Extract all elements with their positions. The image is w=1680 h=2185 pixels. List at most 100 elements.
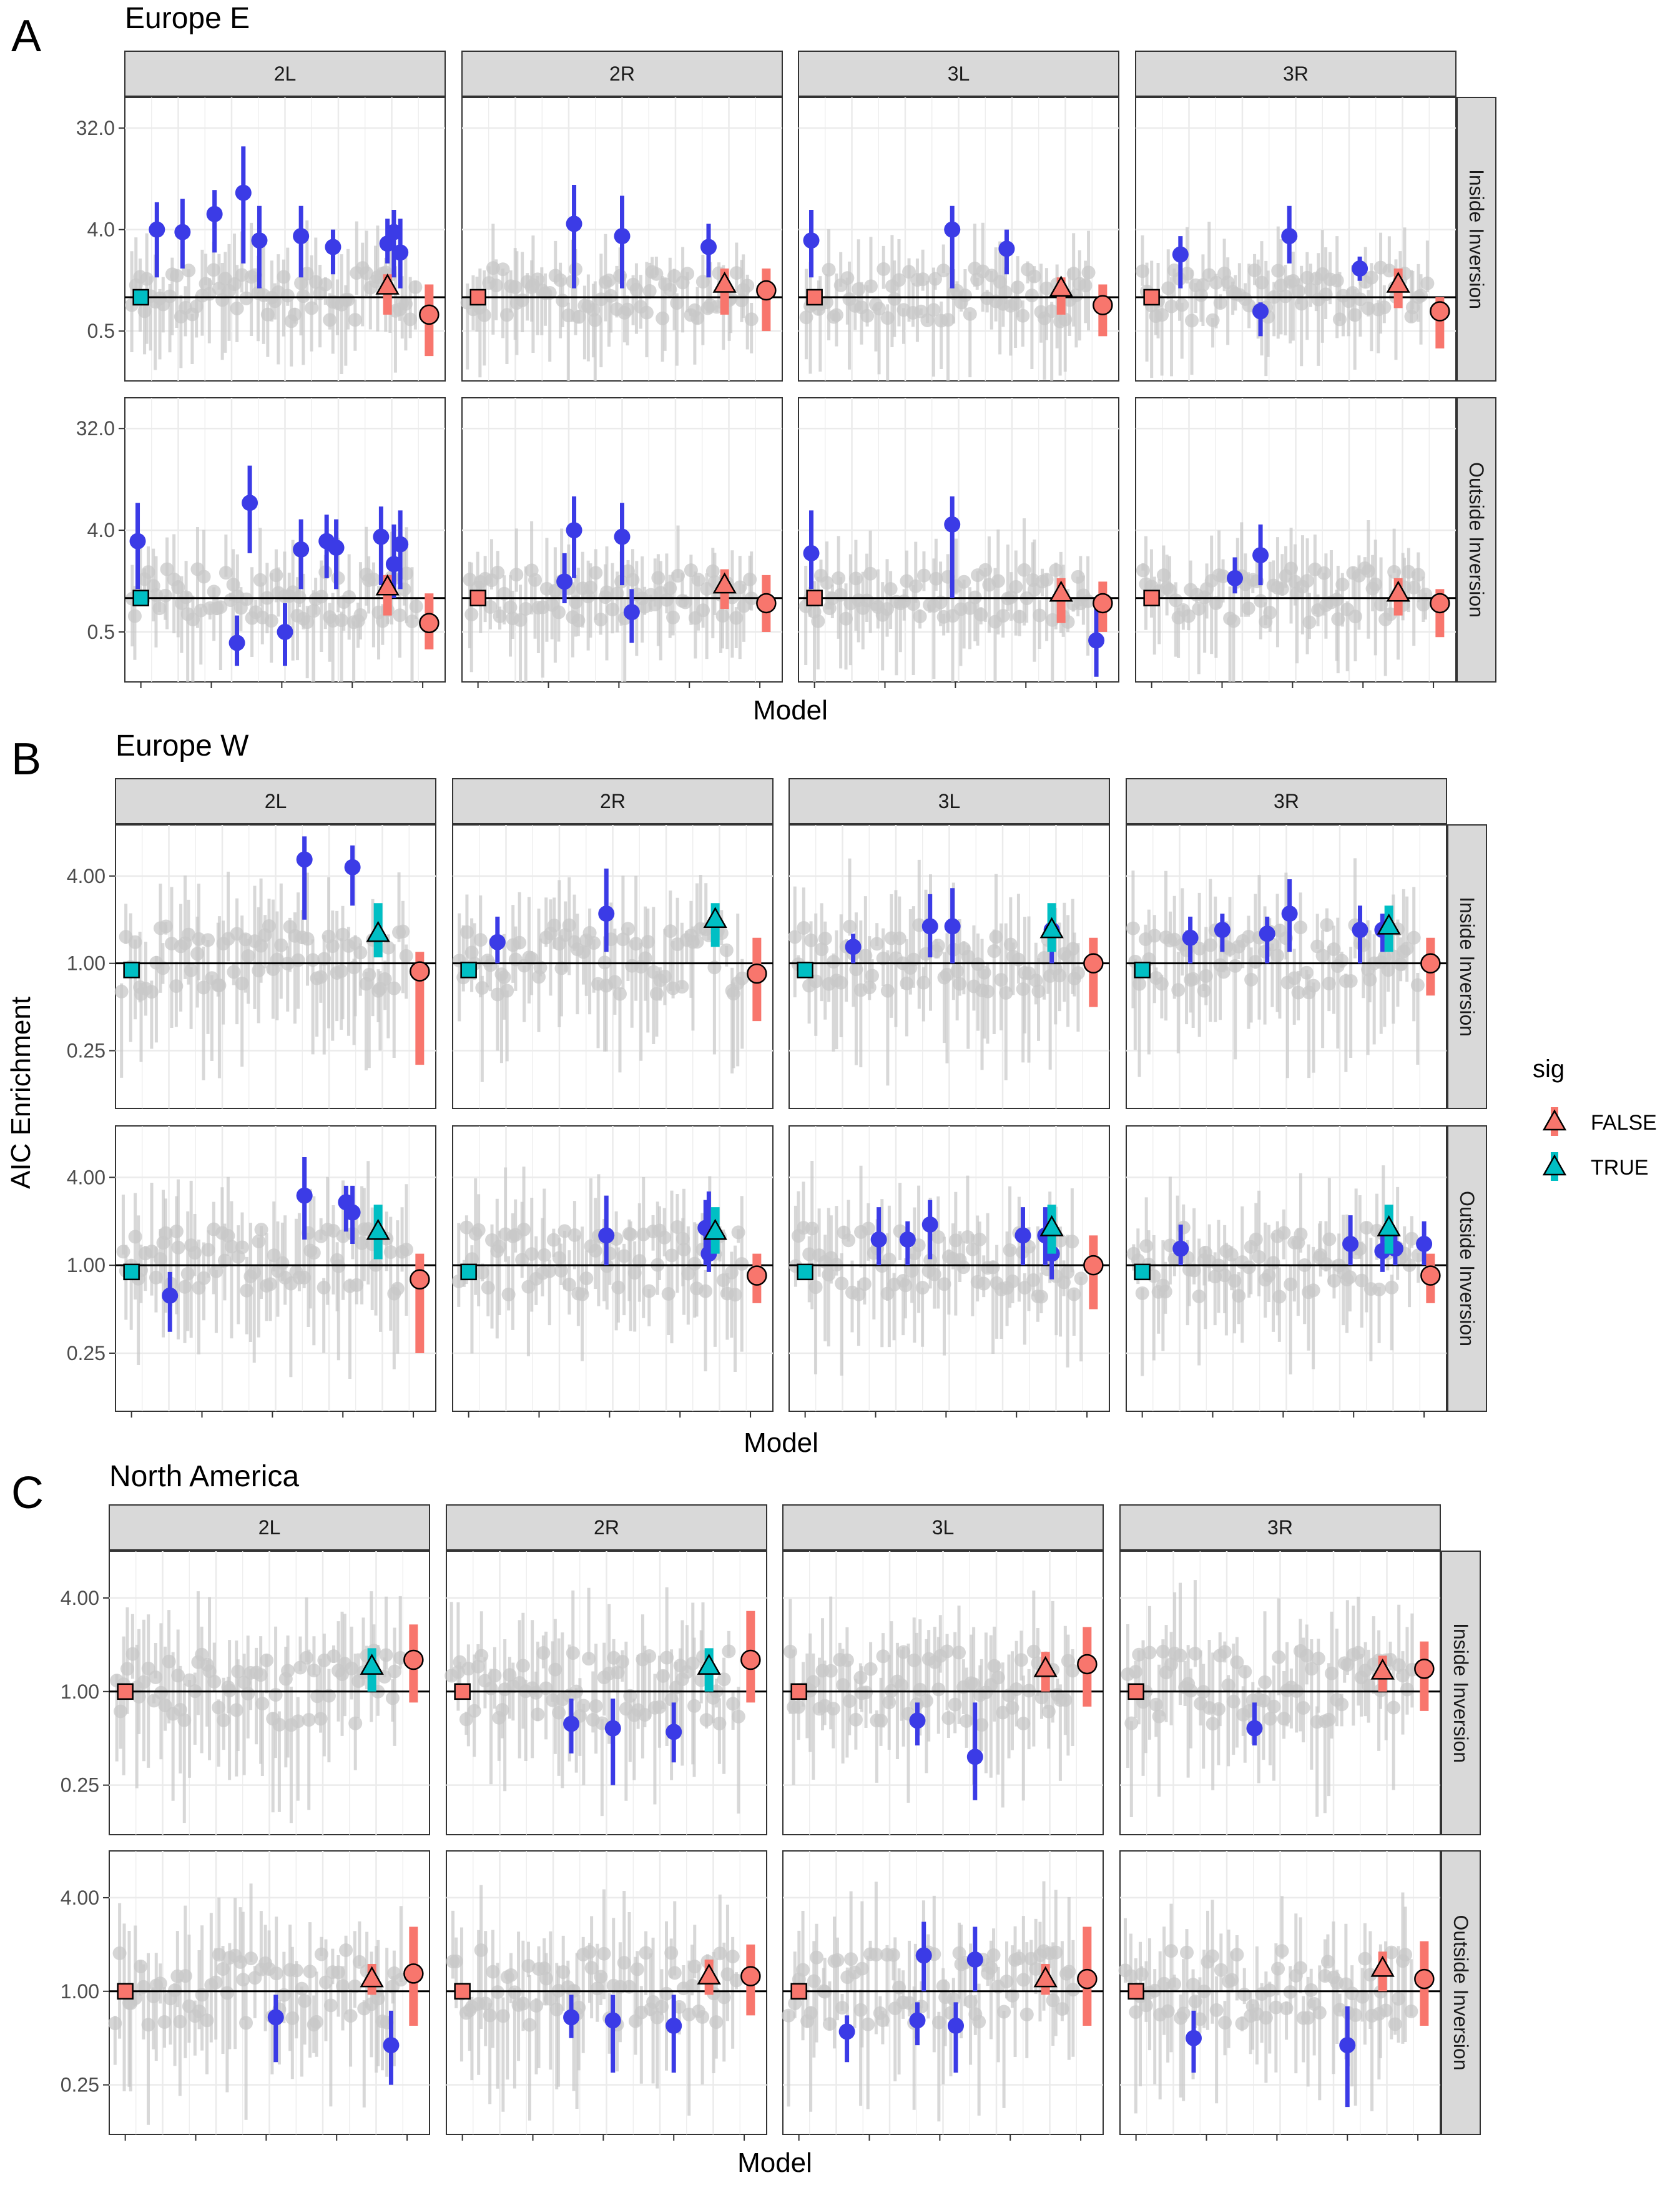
circle-marker <box>419 304 440 325</box>
bg-point <box>348 1979 362 1993</box>
bg-point <box>1344 974 1358 988</box>
legend-label: FALSE <box>1591 1111 1657 1135</box>
square-marker <box>123 962 140 979</box>
bg-point <box>235 1240 249 1255</box>
bg-point <box>1142 1645 1157 1660</box>
bg-point <box>657 1230 672 1245</box>
triangle-marker <box>1370 1658 1395 1680</box>
highlight-point <box>598 1227 615 1244</box>
bg-point <box>323 1998 338 2013</box>
bg-point <box>114 1704 128 1719</box>
bg-point <box>1053 1233 1068 1248</box>
bg-point <box>1317 566 1331 580</box>
bg-point <box>1249 1232 1263 1246</box>
bg-point <box>1277 1712 1291 1726</box>
y-tick-label: 0.25 <box>67 1342 106 1364</box>
bg-point <box>1124 1716 1139 1730</box>
highlight-point <box>909 2012 926 2029</box>
square-marker <box>1143 589 1160 606</box>
bg-point <box>1335 954 1349 968</box>
bg-point <box>1315 949 1330 963</box>
triangle-marker <box>360 1966 384 1988</box>
highlight-point <box>149 221 165 238</box>
bg-point <box>1058 1693 1073 1707</box>
bg-point <box>1363 1968 1377 1982</box>
bg-point <box>617 1249 631 1263</box>
bg-point <box>1132 977 1147 991</box>
bg-point <box>984 1961 998 1975</box>
highlight-point <box>344 859 361 875</box>
section-title: Europe W <box>115 729 249 762</box>
bg-point <box>584 1961 599 1975</box>
bg-point <box>818 931 832 945</box>
bg-point <box>1217 1645 1232 1659</box>
bg-point <box>307 604 321 618</box>
bg-point <box>834 975 848 990</box>
bg-point <box>1277 1226 1291 1240</box>
bg-point <box>539 1681 553 1695</box>
bg-point <box>231 1664 245 1679</box>
facet-panel <box>798 397 1119 688</box>
bg-point <box>998 285 1013 299</box>
bg-point <box>383 1245 398 1260</box>
bg-point <box>950 964 965 979</box>
bg-point <box>1335 578 1350 592</box>
highlight-point <box>1214 922 1231 939</box>
bg-point <box>656 311 670 325</box>
bg-point <box>348 313 362 327</box>
circle-marker <box>410 961 430 982</box>
bg-point <box>352 1955 366 1969</box>
bg-point <box>207 1675 222 1689</box>
bg-point <box>594 1970 608 1984</box>
bg-point <box>552 1251 566 1265</box>
bg-point <box>597 1946 611 1961</box>
bg-point <box>928 272 942 286</box>
bg-point <box>687 1256 702 1271</box>
bg-point <box>986 1948 1001 1962</box>
triangle-marker <box>375 274 400 295</box>
bg-point <box>861 2017 875 2031</box>
bg-point <box>1164 299 1179 313</box>
bg-point <box>863 1662 878 1676</box>
bg-point <box>116 1245 130 1259</box>
bg-point <box>1071 966 1085 980</box>
bg-point <box>1258 1675 1272 1689</box>
bg-point <box>483 958 498 972</box>
bg-point <box>1135 1286 1149 1300</box>
square-marker <box>132 589 149 606</box>
bg-point <box>553 273 567 287</box>
bg-point <box>1302 615 1317 629</box>
bg-point <box>572 310 586 324</box>
bg-point <box>680 267 695 281</box>
bg-point <box>214 600 228 614</box>
bg-point <box>303 1965 317 1979</box>
bg-point <box>1158 1285 1172 1299</box>
y-tick-label: 32.0 <box>76 117 115 139</box>
bg-point <box>516 1659 530 1673</box>
bg-point <box>966 1677 981 1691</box>
bg-point <box>1078 279 1093 293</box>
bg-point <box>876 1649 890 1664</box>
bg-point <box>1019 2007 1034 2021</box>
bg-point <box>987 944 1001 959</box>
bg-point <box>547 919 561 933</box>
bg-point <box>293 1660 308 1675</box>
circle-marker <box>740 1649 761 1670</box>
bg-point <box>1304 1983 1319 1997</box>
bg-point <box>952 1645 966 1660</box>
highlight-point <box>666 1724 682 1740</box>
square-marker <box>1127 1983 1144 2000</box>
facet-panel <box>788 1125 1110 1418</box>
bg-point <box>1383 607 1398 621</box>
highlight-point <box>700 239 717 255</box>
bg-point <box>709 2015 724 2030</box>
facet-strip-label: 2L <box>274 62 297 85</box>
facet-panel: 0.25 1.00 4.00 <box>61 1850 430 2141</box>
highlight-point <box>1281 228 1298 245</box>
bg-point <box>941 313 955 327</box>
bg-point <box>1226 614 1240 628</box>
bg-point <box>263 1277 278 1291</box>
triangle-marker <box>1386 580 1410 602</box>
bg-point <box>976 1276 991 1291</box>
